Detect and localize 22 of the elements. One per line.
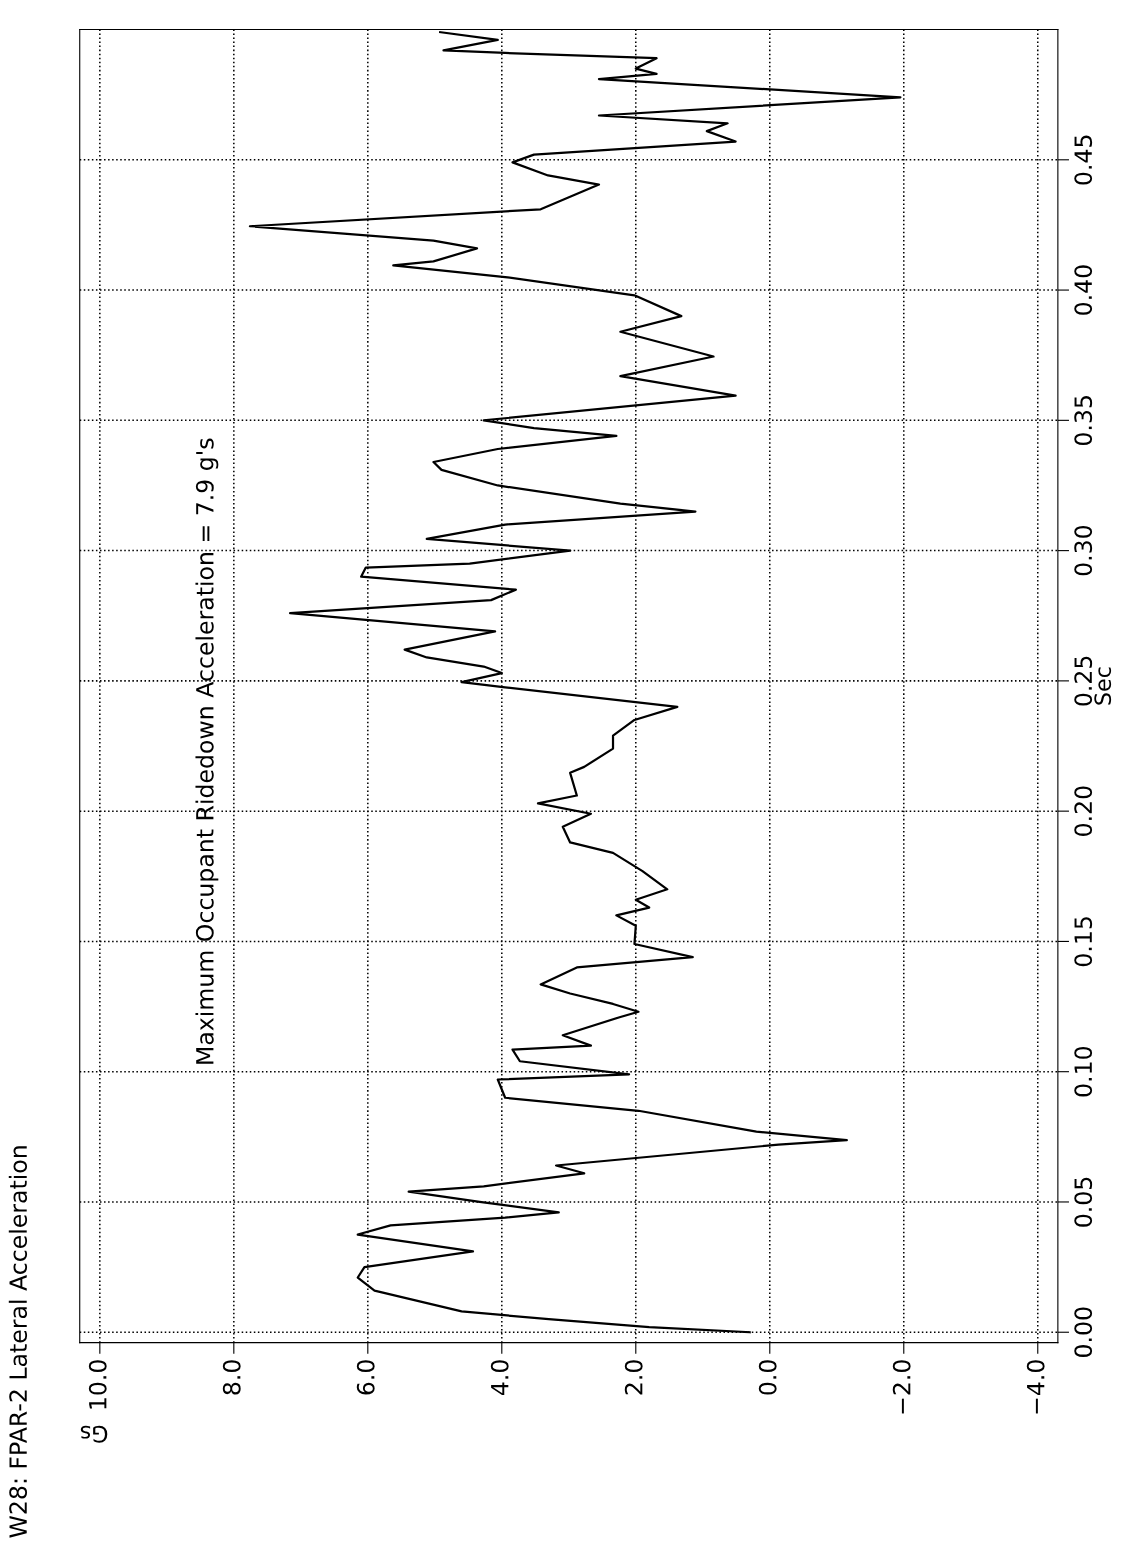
x-tick-label: −2.0: [892, 1360, 911, 1414]
y-tick-label: 0.45: [1074, 135, 1093, 185]
x-tick-label: 10.0: [88, 1360, 107, 1409]
x-tick-label: 4.0: [490, 1360, 509, 1396]
y-tick-label: 0.40: [1074, 265, 1093, 315]
x-tick-label: 0.0: [758, 1360, 777, 1395]
y-tick-label: 0.20: [1074, 786, 1093, 836]
y-tick-label: 0.10: [1074, 1046, 1093, 1097]
annotation: Maximum Occupant Ridedown Acceleration = 7.9 g's: [195, 438, 219, 1064]
x-tick-label: 6.0: [356, 1360, 375, 1395]
y-tick-label: 0.00: [1074, 1307, 1093, 1357]
y-tick-label: 0.30: [1074, 525, 1093, 576]
x-tick-label: 2.0: [624, 1360, 643, 1395]
y-axis-title: Sec: [1094, 667, 1112, 705]
y-tick-label: 0.05: [1074, 1177, 1093, 1227]
y-tick-label: 0.35: [1074, 396, 1093, 446]
y-tick-label: 0.25: [1074, 656, 1093, 706]
y-tick-label: 0.15: [1074, 917, 1093, 967]
x-axis-title: Gs: [80, 1425, 108, 1443]
x-tick-label: −4.0: [1026, 1360, 1045, 1414]
x-tick-label: 8.0: [222, 1360, 241, 1395]
text: W28: FPAR-2 Lateral Acceleration: [8, 1146, 28, 1538]
